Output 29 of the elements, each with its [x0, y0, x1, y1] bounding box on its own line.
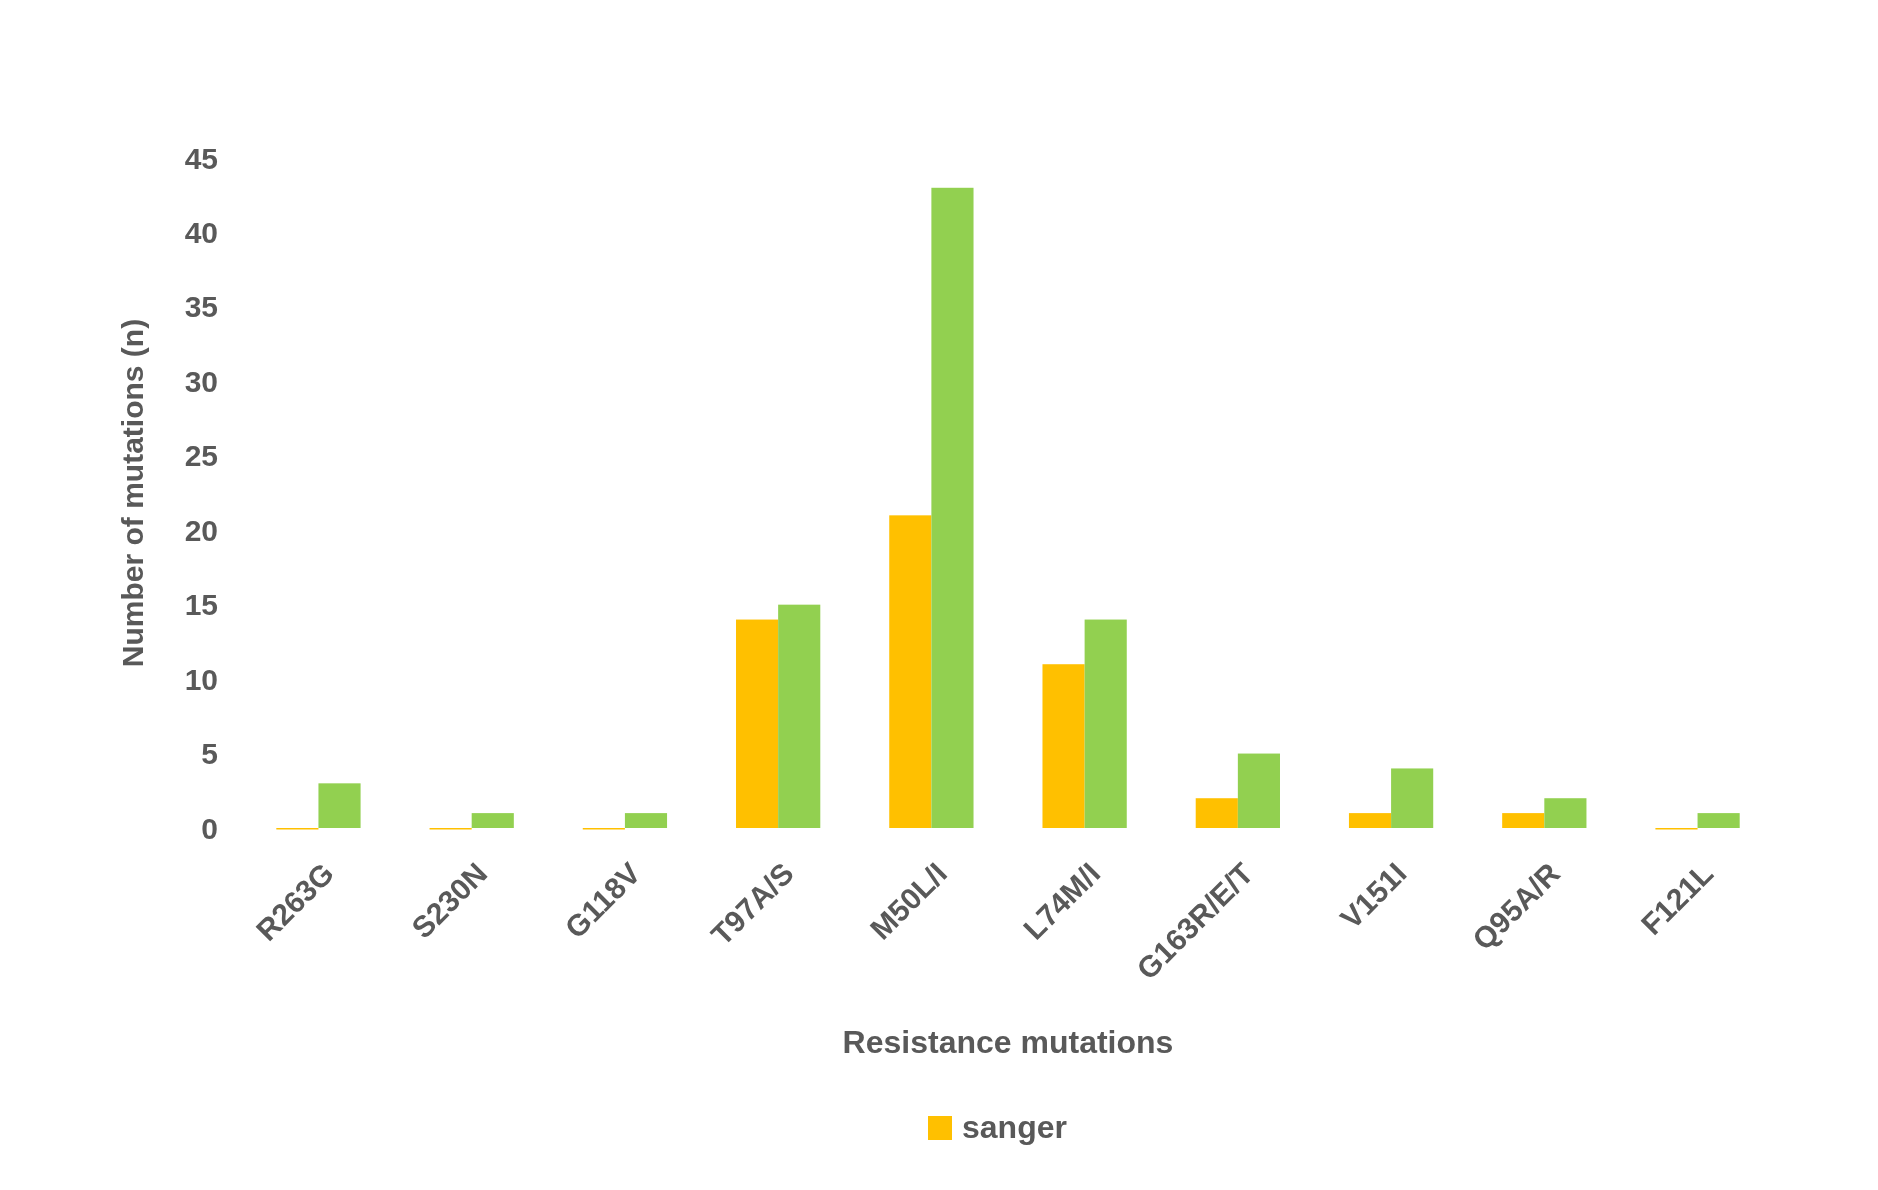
bar — [1391, 768, 1434, 828]
y-tick-label: 20 — [184, 513, 218, 547]
bar — [471, 813, 514, 828]
y-tick-label: 45 — [184, 141, 218, 175]
bar — [1348, 813, 1392, 828]
bar — [1697, 813, 1740, 828]
y-tick-label: 15 — [184, 588, 218, 622]
y-tick-label: 0 — [201, 811, 218, 845]
bar — [778, 604, 821, 828]
bar — [624, 813, 668, 828]
y-axis-title: Number of mutations (n) — [116, 318, 149, 668]
bar — [1042, 664, 1085, 828]
bar — [931, 187, 974, 828]
legend-label: sanger — [962, 1109, 1067, 1145]
bar — [318, 783, 361, 828]
y-tick-label: 10 — [184, 662, 218, 696]
bar — [1084, 619, 1127, 828]
bar — [1544, 798, 1587, 828]
y-tick-label: 30 — [184, 364, 218, 398]
y-tick-label: 40 — [184, 215, 218, 249]
bar — [1502, 813, 1545, 828]
y-tick-label: 35 — [184, 290, 218, 324]
x-axis-title: Resistance mutations — [842, 1024, 1174, 1060]
bar — [736, 619, 779, 828]
bar — [1195, 798, 1238, 828]
y-tick-label: 5 — [201, 737, 218, 771]
y-tick-label: 25 — [184, 439, 218, 473]
bar — [889, 515, 932, 828]
bar — [1237, 753, 1280, 828]
